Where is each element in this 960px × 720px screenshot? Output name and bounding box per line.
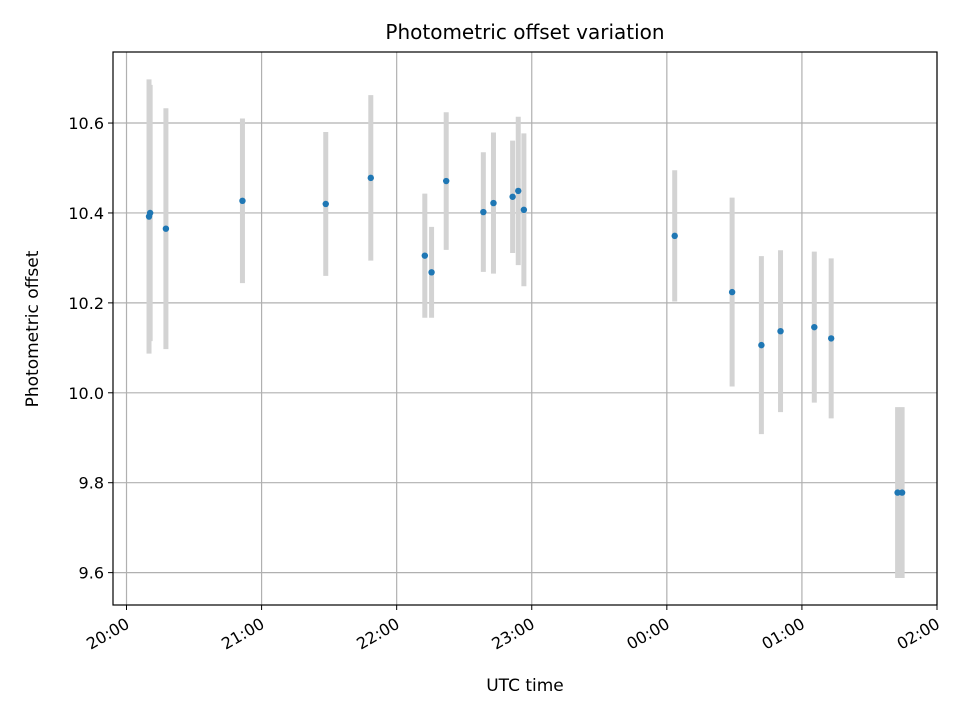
data-points (145, 174, 906, 496)
chart-title: Photometric offset variation (385, 20, 664, 44)
y-tick-label: 10.2 (68, 294, 104, 313)
data-point (490, 199, 497, 207)
data-point (239, 197, 246, 205)
data-point (443, 177, 450, 185)
data-point (162, 225, 170, 232)
data-point (777, 327, 784, 335)
grid-lines (113, 52, 938, 605)
data-point (811, 323, 818, 331)
data-point (421, 252, 429, 259)
y-tick-label: 10.0 (68, 384, 104, 403)
data-point (520, 206, 528, 214)
data-point (827, 335, 835, 342)
data-point (322, 200, 329, 208)
plot-frame (112, 51, 938, 606)
x-axis-label: UTC time (486, 676, 564, 696)
y-tick-label: 9.6 (79, 564, 104, 583)
data-point (894, 489, 901, 496)
data-point (671, 232, 678, 240)
data-point (728, 288, 736, 296)
y-tick-label: 10.6 (68, 114, 104, 133)
y-axis-ticks: 9.6 9.8 10.0 10.2 10.4 10.6 (68, 114, 113, 583)
data-point (509, 193, 516, 200)
data-point (146, 209, 154, 217)
y-tick-label: 9.8 (79, 474, 104, 493)
data-point (898, 489, 906, 496)
data-point (758, 341, 765, 349)
data-point (428, 269, 435, 276)
y-axis-label: Photometric offset (23, 250, 43, 407)
y-tick-label: 10.4 (68, 204, 104, 223)
data-point (480, 208, 487, 216)
data-point (515, 187, 522, 195)
data-point (367, 174, 374, 182)
